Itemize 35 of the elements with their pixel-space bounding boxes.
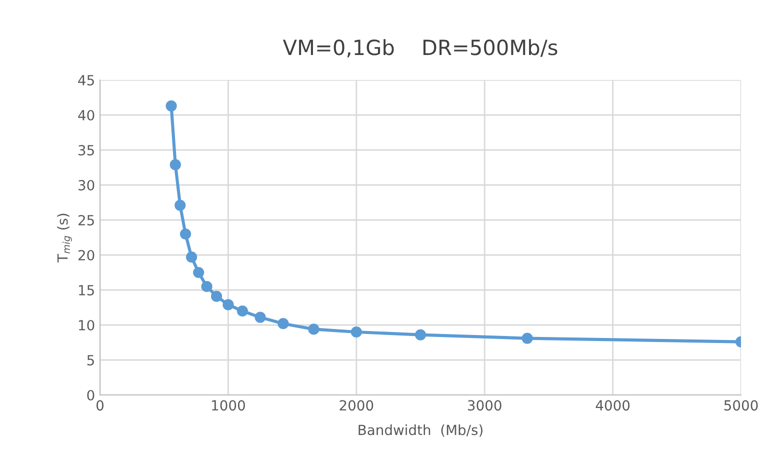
y-tick-label: 10 (78, 320, 94, 330)
point (278, 318, 289, 330)
point (186, 252, 198, 263)
y-tick-label: 45 (78, 75, 94, 86)
point (210, 290, 222, 302)
x-axis-title: Bandwidth (Mb/s) (358, 424, 482, 437)
point (236, 305, 248, 317)
point (308, 324, 320, 335)
point (166, 100, 177, 112)
y-tick-label: 35 (78, 144, 94, 156)
x-tick-label: 0 (96, 400, 104, 411)
y-tick-label: 20 (78, 250, 94, 260)
y-tick-label: 15 (78, 285, 94, 296)
point (193, 266, 204, 278)
chart-title: VM=0,1Gb DR=500Mb/s (282, 39, 558, 58)
y-tick-label: 40 (78, 110, 94, 120)
y-axis-title: T$_{mig}$ (s) (57, 214, 72, 262)
x-tick-label: 2000 (340, 400, 374, 411)
point (180, 228, 192, 240)
point (201, 280, 212, 292)
x-tick-label: 1000 (212, 400, 245, 411)
point (174, 200, 186, 211)
x-tick-label: 5000 (724, 400, 758, 411)
point (350, 326, 362, 338)
point (414, 329, 426, 340)
y-tick-label: 5 (87, 355, 94, 366)
point (222, 299, 234, 310)
point (254, 312, 266, 323)
x-tick-label: 3000 (468, 400, 502, 411)
x-tick-label: 4000 (596, 400, 630, 411)
point (522, 332, 533, 344)
y-tick-label: 0 (87, 390, 94, 400)
point (170, 159, 181, 170)
y-tick-label: 25 (78, 214, 94, 226)
y-tick-label: 30 (78, 180, 94, 190)
